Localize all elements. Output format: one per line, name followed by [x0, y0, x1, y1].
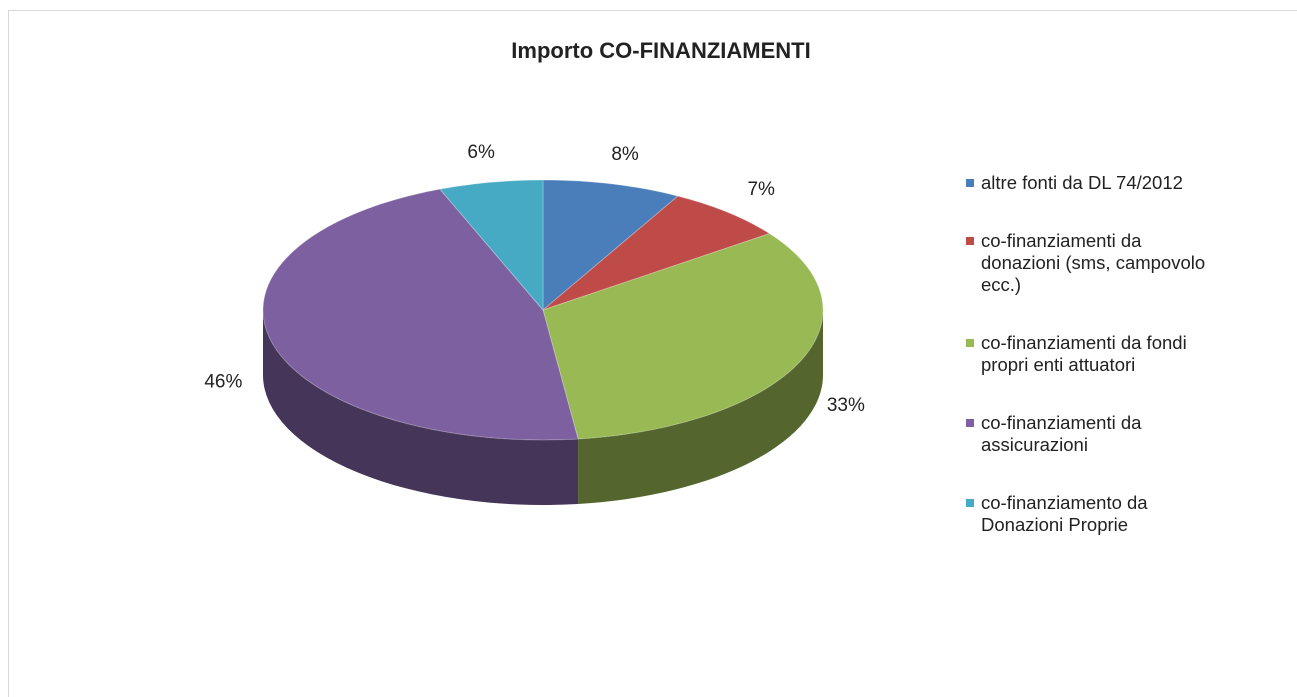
legend: altre fonti da DL 74/2012 co-finanziament… — [966, 172, 1226, 572]
legend-swatch — [966, 499, 974, 507]
data-label: 8% — [611, 144, 639, 165]
legend-item: co-finanziamenti da donazioni (sms, camp… — [966, 230, 1221, 296]
chart-title: Importo CO-FINANZIAMENTI — [511, 38, 810, 63]
slice-side — [578, 310, 823, 504]
legend-item: co-finanziamenti da fondi propri enti at… — [966, 332, 1221, 376]
legend-item: altre fonti da DL 74/2012 — [966, 172, 1221, 194]
slice — [438, 179, 544, 312]
legend-label: altre fonti da DL 74/2012 — [981, 172, 1183, 193]
legend-label: co-finanziamento da Donazioni Proprie — [981, 492, 1148, 535]
legend-swatch — [966, 179, 974, 187]
slice-side — [263, 310, 579, 505]
legend-label: co-finanziamenti da assicurazioni — [981, 412, 1142, 455]
data-label: 6% — [467, 142, 495, 163]
legend-item: co-finanziamenti da assicurazioni — [966, 412, 1221, 456]
legend-swatch — [966, 419, 974, 427]
data-label: 33% — [827, 395, 865, 416]
legend-swatch — [966, 237, 974, 245]
slice — [262, 188, 579, 441]
slice — [542, 233, 824, 440]
slice — [542, 195, 771, 311]
legend-swatch — [966, 339, 974, 347]
data-label: 7% — [747, 179, 775, 200]
chart-border — [8, 10, 1297, 697]
data-label: 46% — [204, 371, 242, 392]
legend-label: co-finanziamenti da donazioni (sms, camp… — [981, 230, 1206, 295]
legend-label: co-finanziamenti da fondi propri enti at… — [981, 332, 1187, 375]
legend-item: co-finanziamento da Donazioni Proprie — [966, 492, 1221, 536]
slice — [542, 179, 679, 312]
